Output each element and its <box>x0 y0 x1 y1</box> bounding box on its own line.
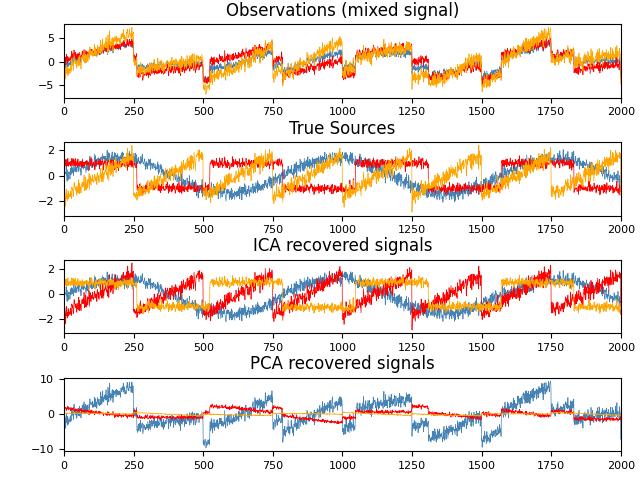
Title: ICA recovered signals: ICA recovered signals <box>253 238 432 255</box>
Title: PCA recovered signals: PCA recovered signals <box>250 355 435 373</box>
Title: True Sources: True Sources <box>289 120 396 137</box>
Title: Observations (mixed signal): Observations (mixed signal) <box>226 1 459 20</box>
